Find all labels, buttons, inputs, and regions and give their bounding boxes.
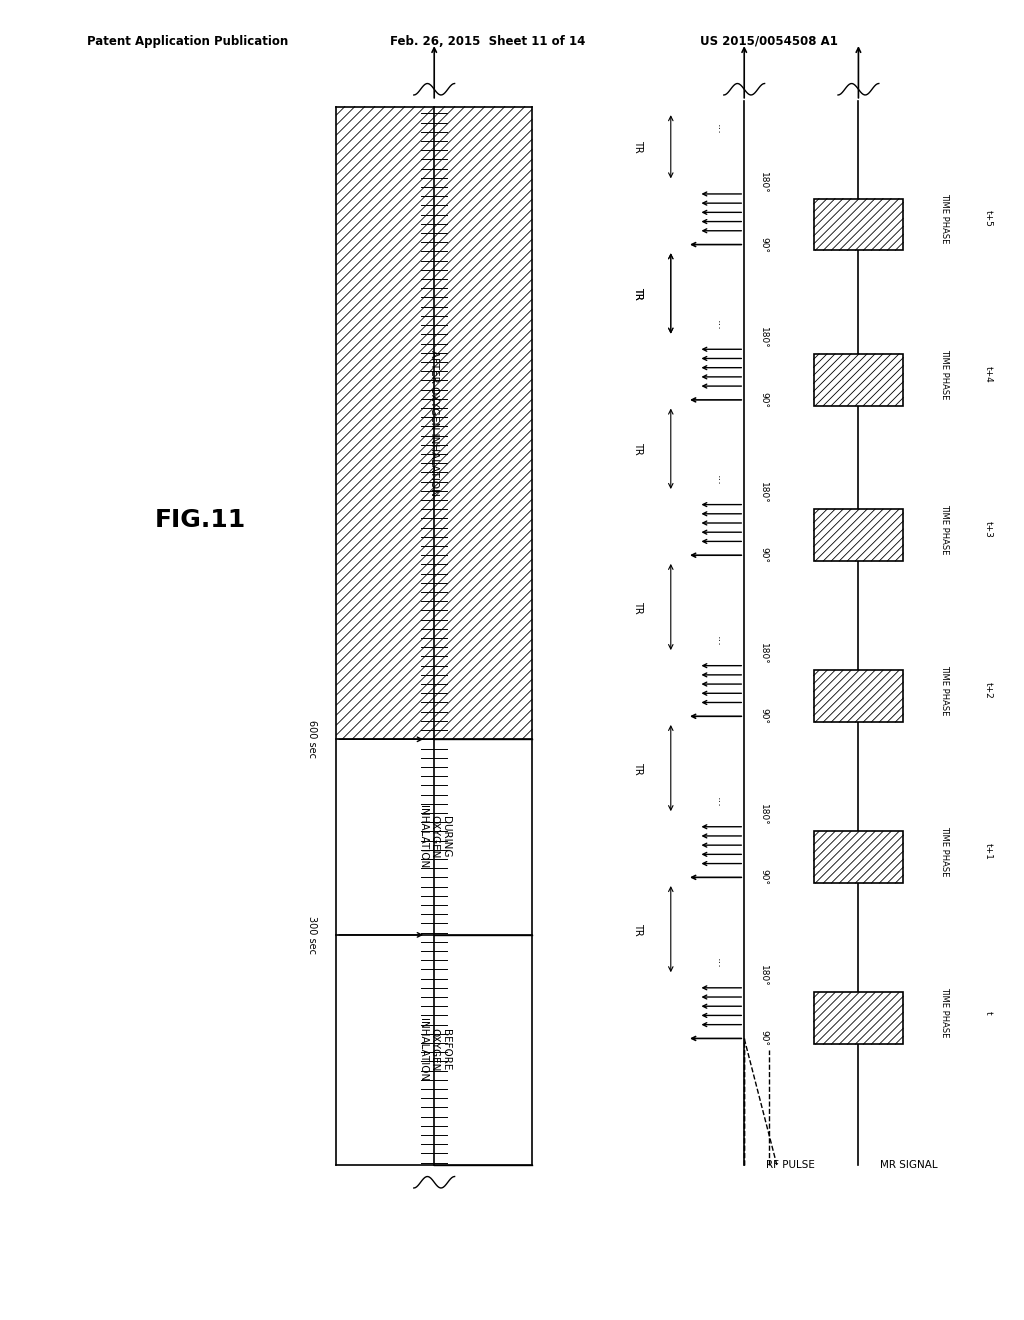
Text: US 2015/0054508 A1: US 2015/0054508 A1 bbox=[700, 36, 838, 48]
Text: ...: ... bbox=[715, 319, 725, 330]
Bar bbox=[813, 832, 903, 883]
Text: TR: TR bbox=[633, 140, 643, 153]
Text: t+3: t+3 bbox=[984, 521, 992, 537]
Text: t+5: t+5 bbox=[984, 210, 992, 227]
Text: TIME PHASE: TIME PHASE bbox=[940, 194, 948, 244]
Text: Feb. 26, 2015  Sheet 11 of 14: Feb. 26, 2015 Sheet 11 of 14 bbox=[390, 36, 586, 48]
Text: 180°: 180° bbox=[759, 804, 768, 826]
Text: TIME PHASE: TIME PHASE bbox=[940, 348, 948, 399]
Text: 180°: 180° bbox=[759, 643, 768, 665]
Text: 180°: 180° bbox=[759, 482, 768, 504]
Bar bbox=[813, 993, 903, 1044]
Text: ...: ... bbox=[715, 124, 725, 135]
Text: BEFORE
OXYGEN
INHALATION: BEFORE OXYGEN INHALATION bbox=[418, 1018, 451, 1081]
Text: TIME PHASE: TIME PHASE bbox=[940, 987, 948, 1038]
Text: 90°: 90° bbox=[759, 1031, 768, 1047]
Text: TIME PHASE: TIME PHASE bbox=[940, 826, 948, 876]
Bar bbox=[813, 510, 903, 561]
Bar bbox=[813, 354, 903, 405]
Bar bbox=[813, 671, 903, 722]
Text: RF PULSE: RF PULSE bbox=[766, 1160, 815, 1170]
Text: TR: TR bbox=[633, 762, 643, 775]
Text: 180°: 180° bbox=[759, 965, 768, 987]
Text: TR: TR bbox=[633, 601, 643, 614]
Text: 90°: 90° bbox=[759, 236, 768, 252]
Text: 600 sec: 600 sec bbox=[307, 721, 316, 758]
Text: ...: ... bbox=[715, 958, 725, 969]
Text: TR: TR bbox=[633, 442, 643, 455]
Text: 90°: 90° bbox=[759, 709, 768, 725]
Text: TIME PHASE: TIME PHASE bbox=[940, 504, 948, 554]
Text: DURING
OXYGEN
INHALATION: DURING OXYGEN INHALATION bbox=[418, 805, 451, 869]
Text: AFTER OXYGEN INHALATION: AFTER OXYGEN INHALATION bbox=[429, 350, 439, 496]
Text: 180°: 180° bbox=[759, 172, 768, 193]
Text: 90°: 90° bbox=[759, 870, 768, 886]
Text: TR: TR bbox=[633, 286, 643, 300]
Bar bbox=[813, 198, 903, 251]
Text: ...: ... bbox=[715, 475, 725, 486]
Text: TR: TR bbox=[633, 286, 643, 300]
Text: FIG.11: FIG.11 bbox=[155, 508, 246, 532]
Text: 90°: 90° bbox=[759, 392, 768, 408]
Text: Patent Application Publication: Patent Application Publication bbox=[87, 36, 288, 48]
Text: t+2: t+2 bbox=[984, 682, 992, 698]
Text: t+1: t+1 bbox=[984, 843, 992, 859]
Text: MR SIGNAL: MR SIGNAL bbox=[881, 1160, 938, 1170]
Text: TR: TR bbox=[633, 923, 643, 936]
Text: 300 sec: 300 sec bbox=[307, 916, 316, 954]
Text: 90°: 90° bbox=[759, 548, 768, 564]
Text: ...: ... bbox=[715, 797, 725, 808]
Text: TIME PHASE: TIME PHASE bbox=[940, 665, 948, 715]
Text: ...: ... bbox=[715, 636, 725, 647]
Text: t: t bbox=[984, 1011, 992, 1014]
Text: t+4: t+4 bbox=[984, 366, 992, 383]
Text: 180°: 180° bbox=[759, 327, 768, 348]
